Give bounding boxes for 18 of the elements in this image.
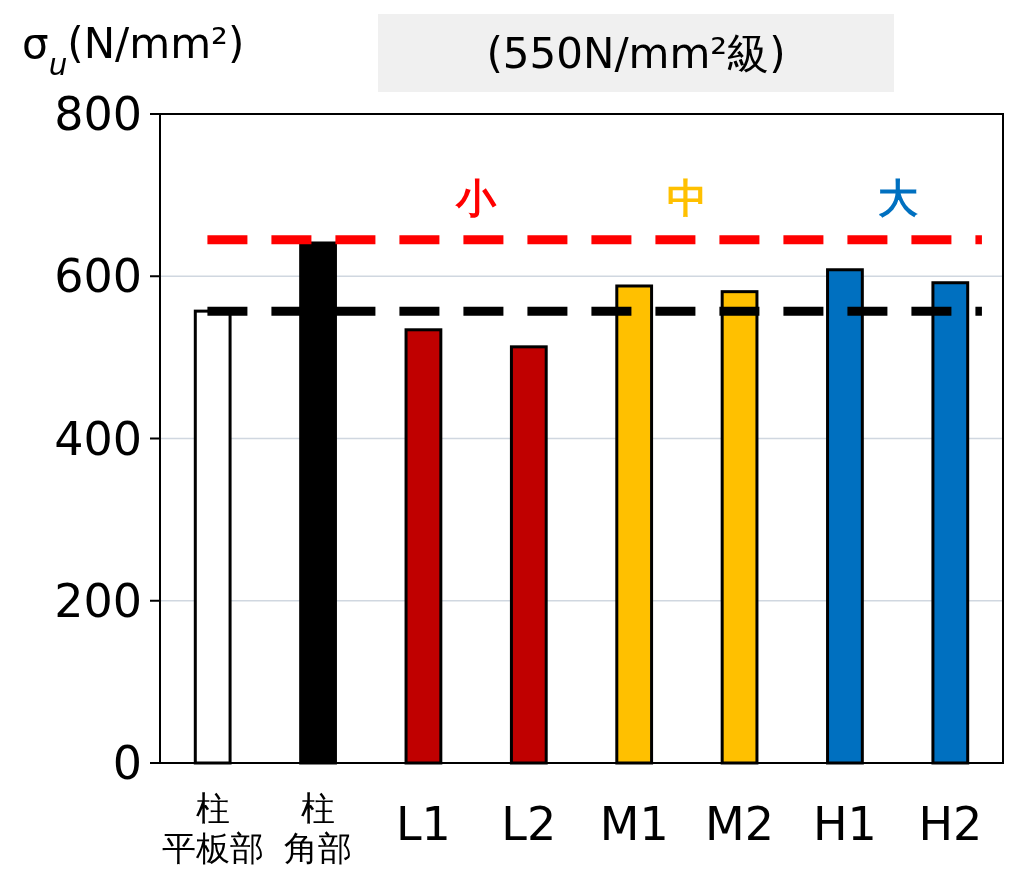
x-tick-label: L1 [395,797,451,851]
annotation: 大 [877,175,918,221]
y-axis-title: σ$_{u}$(N/mm²) [22,19,245,82]
y-tick-label: 600 [54,249,142,304]
annotation: 中 [666,175,707,221]
x-tick-label: 柱平板部 [161,788,264,868]
x-tick-label: M1 [599,797,669,851]
y-tick-label: 800 [54,87,142,141]
x-tick-label: H2 [918,797,983,851]
y-tick-label: 0 [112,736,142,790]
x-tick-label: H1 [813,797,877,851]
x-tick-label: M2 [705,797,775,851]
chart-title: (550N/mm²級) [486,29,786,78]
y-tick-label: 200 [54,573,142,628]
y-tick-label: 400 [54,411,142,466]
x-tick-label: L2 [501,797,557,851]
x-tick-label: 柱角部 [284,788,353,868]
annotation: 小 [455,175,498,221]
